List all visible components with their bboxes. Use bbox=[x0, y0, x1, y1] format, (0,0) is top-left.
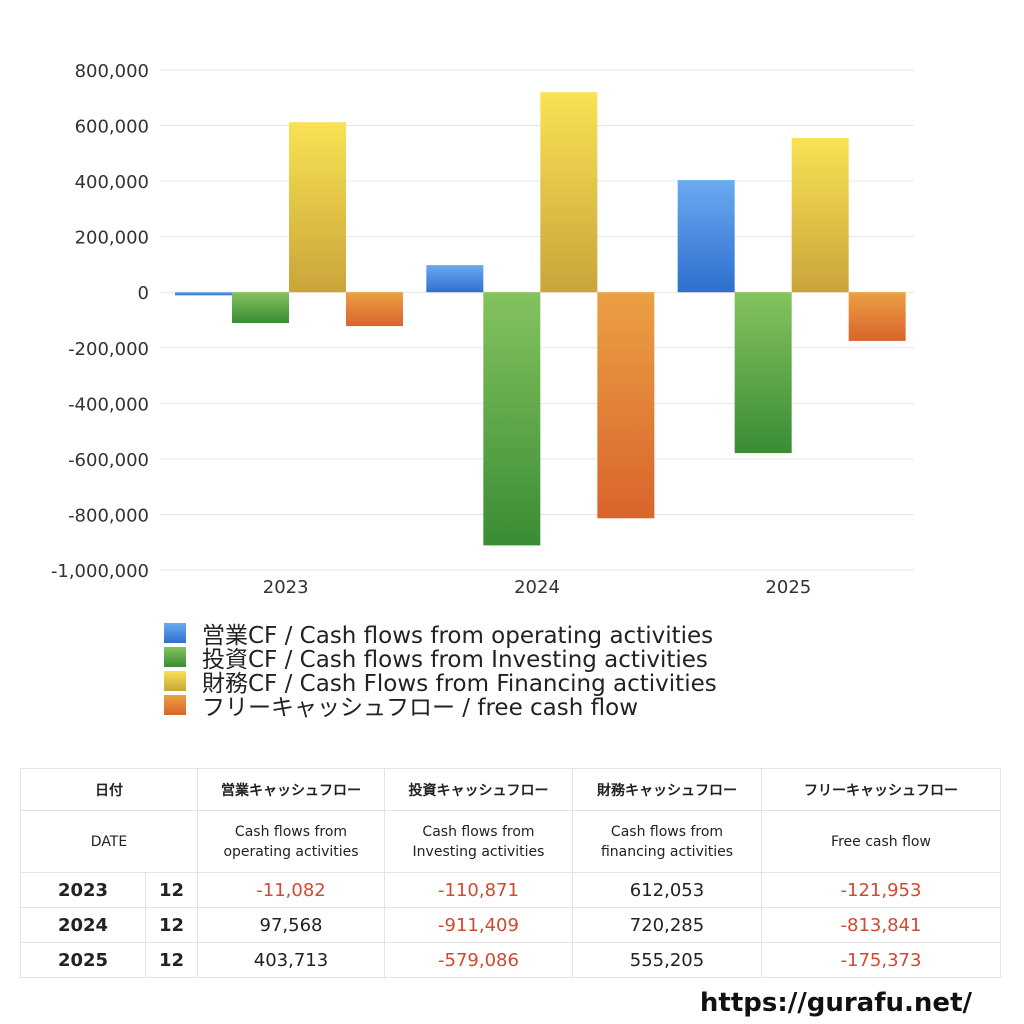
legend-item-free: フリーキャッシュフロー / free cash flow bbox=[164, 693, 717, 721]
table-row: 2025 12 403,713 -579,086 555,205 -175,37… bbox=[20, 942, 1001, 978]
legend-swatch-operating bbox=[164, 623, 186, 643]
row-free-cf: -175,373 bbox=[761, 942, 1001, 978]
header-investing-en-line2: Investing activities bbox=[412, 843, 545, 860]
legend-item-operating: 営業CF / Cash flows from operating activit… bbox=[164, 621, 717, 649]
row-operating-cf: 403,713 bbox=[197, 942, 385, 978]
header-financing-jp: 財務キャッシュフロー bbox=[572, 768, 762, 811]
row-investing-cf: -110,871 bbox=[384, 872, 573, 908]
y-tick-label: -800,000 bbox=[68, 505, 149, 526]
cash-flow-table: 日付 営業キャッシュフロー 投資キャッシュフロー 財務キャッシュフロー フリーキ… bbox=[20, 768, 1001, 978]
row-financing-cf: 720,285 bbox=[572, 907, 762, 943]
y-tick-label: -1,000,000 bbox=[51, 561, 149, 582]
header-operating-jp: 営業キャッシュフロー bbox=[197, 768, 385, 811]
row-year: 2024 bbox=[20, 907, 146, 943]
table-header-row-en: DATE Cash flows from operating activities… bbox=[20, 810, 1001, 873]
y-tick-label: -400,000 bbox=[68, 394, 149, 415]
row-financing-cf: 612,053 bbox=[572, 872, 762, 908]
bar bbox=[175, 292, 232, 296]
bar bbox=[426, 265, 484, 293]
bars bbox=[175, 92, 906, 546]
table-row: 2024 12 97,568 -911,409 720,285 -813,841 bbox=[20, 907, 1001, 943]
cash-flow-bar-chart: 800,000 600,000 400,000 200,000 0 -200,000 -40… bbox=[51, 61, 914, 598]
row-year: 2025 bbox=[20, 942, 146, 978]
site-url[interactable]: https://gurafu.net/ bbox=[699, 988, 972, 1018]
legend-label-financing: 財務CF / Cash Flows from Financing activit… bbox=[202, 671, 717, 697]
header-operating-en-line2: operating activities bbox=[223, 843, 359, 860]
bar bbox=[677, 180, 735, 293]
y-tick-label: 800,000 bbox=[75, 61, 149, 82]
y-tick-label: 200,000 bbox=[75, 228, 149, 249]
header-operating-en: Cash flows from operating activities bbox=[197, 810, 385, 873]
row-free-cf: -121,953 bbox=[761, 872, 1001, 908]
header-investing-en: Cash flows from Investing activities bbox=[384, 810, 573, 873]
row-financing-cf: 555,205 bbox=[572, 942, 762, 978]
row-free-cf: -813,841 bbox=[761, 907, 1001, 943]
bar bbox=[483, 292, 541, 546]
row-month: 12 bbox=[145, 907, 198, 943]
x-tick-label: 2024 bbox=[514, 577, 560, 598]
y-tick-label: -600,000 bbox=[68, 450, 149, 471]
header-date-jp: 日付 bbox=[20, 768, 198, 811]
bar bbox=[289, 122, 346, 293]
table-header-row-jp: 日付 営業キャッシュフロー 投資キャッシュフロー 財務キャッシュフロー フリーキ… bbox=[20, 768, 1001, 811]
header-free-en: Free cash flow bbox=[761, 810, 1001, 873]
header-operating-en-line1: Cash flows from bbox=[234, 823, 348, 840]
legend: 営業CF / Cash flows from operating activit… bbox=[164, 621, 717, 721]
bar bbox=[848, 292, 906, 341]
bar bbox=[597, 292, 655, 519]
header-financing-en-line2: financing activities bbox=[600, 843, 734, 860]
legend-label-free: フリーキャッシュフロー / free cash flow bbox=[202, 695, 639, 721]
legend-item-financing: 財務CF / Cash Flows from Financing activit… bbox=[164, 669, 717, 697]
header-date-en: DATE bbox=[20, 810, 198, 873]
row-month: 12 bbox=[145, 872, 198, 908]
y-axis-ticks: 800,000 600,000 400,000 200,000 0 -200,000 -40… bbox=[51, 61, 149, 582]
y-tick-label: 0 bbox=[138, 283, 149, 304]
legend-swatch-financing bbox=[164, 671, 186, 691]
row-year: 2023 bbox=[20, 872, 146, 908]
bar bbox=[540, 92, 598, 293]
header-investing-jp: 投資キャッシュフロー bbox=[384, 768, 573, 811]
bar bbox=[346, 292, 403, 327]
y-tick-label: 600,000 bbox=[75, 117, 149, 138]
legend-label-investing: 投資CF / Cash flows from Investing activit… bbox=[202, 647, 708, 673]
legend-label-operating: 営業CF / Cash flows from operating activit… bbox=[202, 623, 714, 649]
table-row: 2023 12 -11,082 -110,871 612,053 -121,95… bbox=[20, 872, 1001, 908]
header-financing-en-line1: Cash flows from bbox=[610, 823, 724, 840]
row-investing-cf: -911,409 bbox=[384, 907, 573, 943]
y-tick-label: 400,000 bbox=[75, 172, 149, 193]
header-financing-en: Cash flows from financing activities bbox=[572, 810, 762, 873]
y-tick-label: -200,000 bbox=[68, 339, 149, 360]
header-investing-en-line1: Cash flows from bbox=[422, 823, 535, 840]
bar bbox=[232, 292, 289, 324]
row-investing-cf: -579,086 bbox=[384, 942, 573, 978]
x-axis-ticks: 2023 2024 2025 bbox=[263, 577, 811, 598]
row-operating-cf: -11,082 bbox=[197, 872, 385, 908]
x-tick-label: 2023 bbox=[263, 577, 309, 598]
legend-swatch-investing bbox=[164, 647, 186, 667]
x-tick-label: 2025 bbox=[765, 577, 811, 598]
row-operating-cf: 97,568 bbox=[197, 907, 385, 943]
legend-item-investing: 投資CF / Cash flows from Investing activit… bbox=[164, 645, 717, 673]
legend-swatch-free bbox=[164, 695, 186, 715]
header-free-jp: フリーキャッシュフロー bbox=[761, 768, 1001, 811]
bar bbox=[791, 137, 849, 293]
bar bbox=[734, 292, 792, 454]
row-month: 12 bbox=[145, 942, 198, 978]
